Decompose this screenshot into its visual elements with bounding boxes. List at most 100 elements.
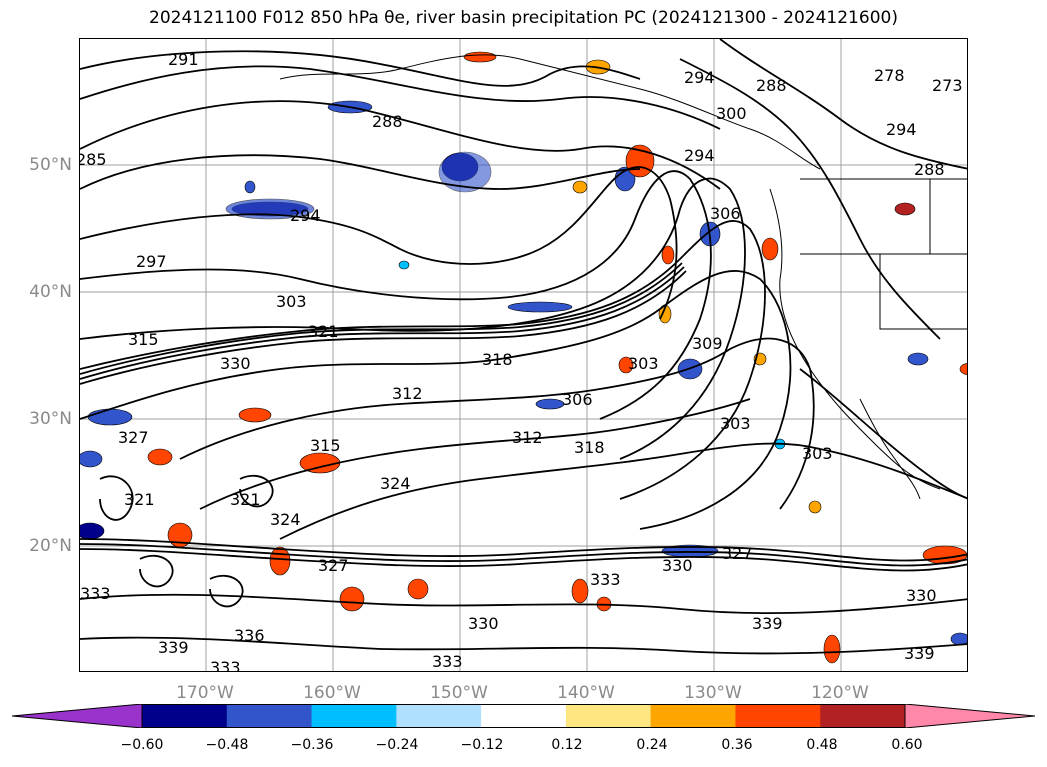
contour-label: 294	[290, 206, 321, 225]
precip-patch	[761, 237, 779, 261]
colorbar-segment	[650, 704, 736, 728]
colorbar-tick-label: −0.12	[460, 737, 504, 753]
contour-label: 288	[914, 160, 945, 179]
contour-line	[80, 543, 967, 567]
contour-label: 336	[234, 626, 265, 645]
precip-patch	[438, 151, 492, 193]
contour-label: 303	[720, 414, 751, 433]
precip-patch	[244, 180, 256, 194]
theta-e-contours	[80, 39, 967, 655]
contour-label: 330	[220, 354, 251, 373]
contour-label: 330	[906, 586, 937, 605]
contour-label: 315	[128, 330, 159, 349]
precip-patch	[147, 448, 173, 466]
contour-labels: 291 288 285 294 297 303 321 315 330 318 …	[80, 50, 963, 671]
lon-label-150w: 150°W	[430, 683, 488, 703]
precip-patch	[269, 546, 291, 576]
contour-label: 321	[124, 490, 155, 509]
contour-label: 327	[118, 428, 149, 447]
map-panel: 291 288 285 294 297 303 321 315 330 318 …	[79, 38, 968, 672]
precip-patch	[87, 408, 133, 426]
contour-label: 330	[468, 614, 499, 633]
precip-patch	[463, 51, 497, 63]
precip-patch	[80, 450, 103, 468]
colorbar-extend-min	[12, 704, 143, 728]
contour-line	[80, 593, 967, 615]
contour-line	[799, 368, 967, 500]
precip-patch	[398, 260, 410, 270]
precip-patch	[80, 522, 105, 540]
contour-label: 285	[80, 150, 107, 169]
contour-label: 297	[136, 252, 167, 271]
colorbar-segment	[396, 704, 482, 728]
colorbar	[12, 704, 1035, 728]
colorbar-frame	[141, 704, 906, 728]
contour-label: 324	[270, 510, 301, 529]
contour-line	[80, 270, 792, 530]
contour-label: 333	[590, 570, 621, 589]
lat-label-30n: 30°N	[29, 409, 72, 429]
contour-line	[719, 39, 967, 170]
coastline-baja	[859, 398, 921, 500]
precip-patches	[80, 51, 967, 664]
lat-label-50n: 50°N	[29, 155, 72, 175]
contour-label: 321	[308, 322, 339, 341]
colorbar-tick-label: 0.60	[891, 737, 923, 753]
contour-label: 294	[886, 120, 917, 139]
colorbar-tick-label: 0.24	[636, 737, 668, 753]
contour-label: 327	[318, 556, 349, 575]
precip-patch	[894, 202, 916, 216]
lon-label-160w: 160°W	[303, 683, 361, 703]
state-border	[879, 254, 967, 330]
contour-label: 333	[432, 652, 463, 671]
precip-patch	[339, 586, 365, 612]
colorbar-tick-label: 0.12	[551, 737, 583, 753]
precip-patch	[571, 578, 589, 604]
contour-line	[80, 170, 712, 420]
contour-label: 306	[710, 204, 741, 223]
contour-label: 303	[628, 354, 659, 373]
coastlines	[279, 54, 967, 500]
contour-line	[80, 538, 967, 562]
contour-line	[80, 636, 967, 655]
colorbar-segment	[226, 704, 313, 728]
colorbar-tick-label: −0.36	[290, 737, 334, 753]
coastline-west-coast	[769, 188, 941, 490]
precip-patch	[572, 180, 588, 194]
contour-label: 291	[168, 50, 199, 69]
colorbar-segment	[481, 704, 567, 728]
lon-label-120w: 120°W	[811, 683, 869, 703]
contour-label: 312	[392, 384, 423, 403]
contour-line	[80, 270, 687, 385]
coastline-alaska	[279, 54, 821, 170]
colorbar-extend-max	[904, 704, 1035, 728]
precip-patch	[823, 634, 841, 664]
contour-line	[80, 166, 678, 320]
colorbar-tick-label: −0.24	[375, 737, 419, 753]
contour-line	[139, 554, 174, 588]
contour-label: 278	[874, 66, 905, 85]
contour-label: 273	[932, 76, 963, 95]
colorbar-tick-label: −0.60	[120, 737, 164, 753]
precip-patch	[959, 362, 967, 376]
precip-patch	[907, 352, 929, 366]
contour-label: 315	[310, 436, 341, 455]
contour-label: 339	[904, 644, 935, 663]
map-gridlines	[80, 39, 967, 671]
precip-patch	[507, 301, 573, 313]
lon-label-170w: 170°W	[176, 683, 234, 703]
precip-patch	[661, 245, 675, 265]
contour-label: 330	[662, 556, 693, 575]
colorbar-tick-label: −0.48	[205, 737, 249, 753]
lon-label-130w: 130°W	[684, 683, 742, 703]
map-canvas: 291 288 285 294 297 303 321 315 330 318 …	[80, 39, 967, 671]
lat-label-40n: 40°N	[29, 282, 72, 302]
precip-patch	[407, 578, 429, 600]
contour-line	[80, 262, 683, 375]
contour-label: 300	[716, 104, 747, 123]
colorbar-tick-label: 0.48	[806, 737, 838, 753]
precip-patch	[808, 500, 822, 514]
colorbar-segments	[12, 704, 1035, 728]
colorbar-tick-label: 0.36	[721, 737, 753, 753]
contour-line	[80, 65, 721, 130]
